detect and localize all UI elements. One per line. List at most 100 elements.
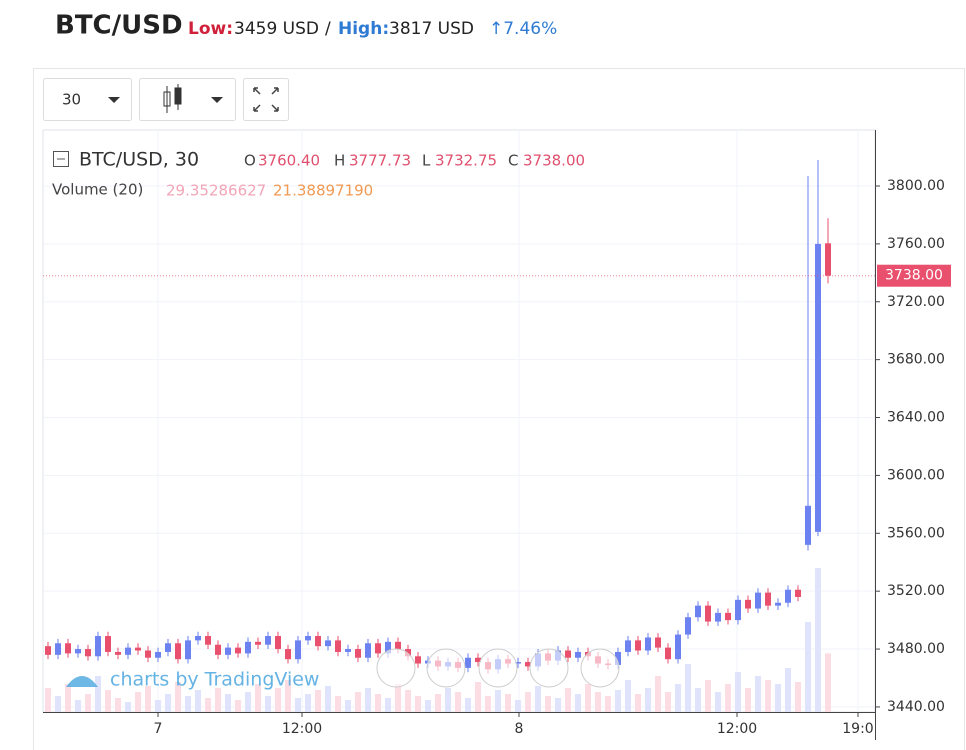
- volume-bar: [385, 698, 391, 712]
- plot-area: [42, 129, 876, 713]
- volume-bar: [285, 680, 291, 712]
- volume-bar: [205, 698, 211, 712]
- volume-bar: [245, 692, 251, 712]
- candle-body: [135, 647, 141, 651]
- scroll-left-button[interactable]: [529, 648, 569, 688]
- candle-body: [575, 651, 581, 658]
- candle-body: [235, 647, 241, 654]
- volume-bar: [335, 696, 341, 712]
- legend-c: 3738.00: [523, 152, 585, 170]
- candle-body: [285, 649, 291, 660]
- volume-bar: [405, 690, 411, 712]
- candle-body: [655, 637, 661, 648]
- volume-bar: [675, 684, 681, 712]
- volume-bar: [515, 700, 521, 712]
- candle-body: [775, 602, 781, 606]
- candle-body: [105, 636, 111, 652]
- candle-body: [755, 592, 761, 609]
- volume-bar: [95, 676, 101, 712]
- high-label: High:: [338, 19, 389, 39]
- candle-body: [795, 589, 801, 597]
- candle-body: [95, 636, 101, 657]
- volume-bar: [325, 686, 331, 712]
- volume-bar: [585, 684, 591, 712]
- candle-body: [175, 643, 181, 660]
- candle-body: [745, 599, 751, 609]
- legend-l-label: L: [422, 152, 431, 170]
- volume-bar: [795, 682, 801, 712]
- collapse-icon[interactable]: [53, 151, 69, 167]
- volume-bar: [265, 696, 271, 712]
- candle-body: [465, 657, 471, 668]
- candle-body: [185, 640, 191, 660]
- candle-body: [75, 649, 81, 654]
- candle-body: [165, 643, 171, 652]
- volume-bar: [505, 694, 511, 712]
- dropdown-arrow: [108, 97, 120, 103]
- candle-body: [55, 643, 61, 655]
- volume-bar: [395, 684, 401, 712]
- volume-bar: [435, 694, 441, 712]
- fullscreen-button[interactable]: [243, 78, 289, 121]
- volume-bar: [85, 694, 91, 712]
- reset-button[interactable]: [478, 648, 518, 688]
- candle-body: [365, 643, 371, 658]
- volume-bar: [155, 700, 161, 712]
- watermark-logo: [66, 676, 98, 687]
- y-tick-label: 3560.00: [887, 525, 945, 541]
- y-tick-label: 3640.00: [887, 410, 945, 426]
- y-tick-label: 3720.00: [887, 294, 945, 310]
- volume-bar: [485, 696, 491, 712]
- candle-body: [735, 599, 741, 621]
- nav-buttons: [376, 648, 620, 688]
- candle-body: [805, 505, 811, 545]
- symbol: BTC/USD: [55, 11, 183, 41]
- candle-body: [705, 605, 711, 622]
- volume-bar: [355, 692, 361, 712]
- dropdown-arrow: [211, 97, 223, 103]
- volume-bar: [545, 696, 551, 712]
- candle-body: [715, 612, 721, 622]
- chart-style-button[interactable]: [139, 78, 236, 121]
- zoom-out-button[interactable]: [376, 648, 416, 688]
- volume-bar: [215, 688, 221, 712]
- scroll-right-button[interactable]: [580, 648, 620, 688]
- interval: 30: [62, 91, 81, 109]
- candle-body: [785, 589, 791, 603]
- y-tick-label: 3520.00: [887, 583, 945, 599]
- candle-body: [725, 612, 731, 621]
- volume-bar: [595, 692, 601, 712]
- volume-bar: [225, 694, 231, 712]
- legend-o: 3760.40: [258, 152, 320, 170]
- volume-bar: [555, 698, 561, 712]
- volume-bar: [535, 686, 541, 712]
- x-tick-label: 12:00: [717, 721, 757, 737]
- candle-body: [765, 592, 771, 606]
- volume-bar: [785, 668, 791, 712]
- candle-body: [45, 646, 51, 655]
- volume-bar: [765, 680, 771, 712]
- volume-bar: [185, 696, 191, 712]
- candle-body: [265, 636, 271, 645]
- candle-body: [695, 605, 701, 618]
- volume-bar: [805, 622, 811, 712]
- volume-bar: [705, 680, 711, 712]
- volume-bar: [825, 653, 831, 712]
- last-price-tag: [877, 264, 951, 287]
- volume-bar: [65, 684, 71, 712]
- interval-button[interactable]: [43, 78, 132, 121]
- candle-body: [825, 243, 831, 276]
- candle-body: [155, 651, 161, 658]
- candle-body: [275, 636, 281, 650]
- y-tick-label: 3680.00: [887, 352, 945, 368]
- candle-body: [335, 640, 341, 652]
- change: ↑7.46%: [489, 19, 557, 39]
- fullscreen-icon: [253, 87, 279, 112]
- volume-bar: [815, 568, 821, 712]
- candle-body: [645, 637, 651, 651]
- zoom-in-button[interactable]: [426, 648, 466, 688]
- volume-bar: [465, 698, 471, 712]
- volume-bar: [315, 690, 321, 712]
- volume-bar: [735, 672, 741, 712]
